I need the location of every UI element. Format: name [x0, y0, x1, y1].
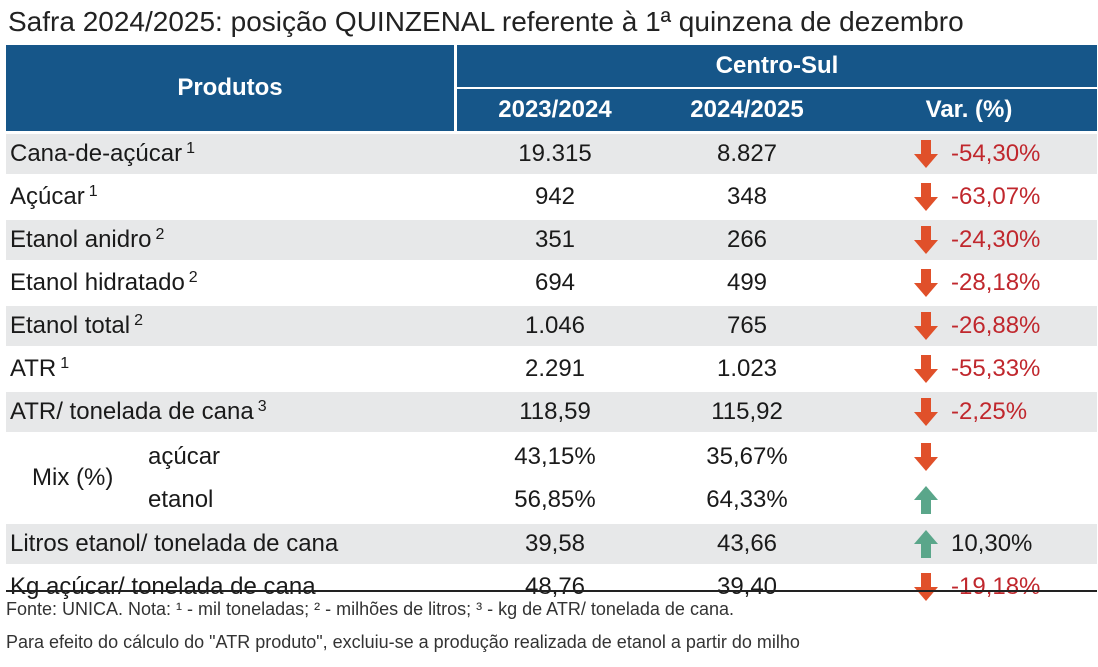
variation-cell: -19,18%: [841, 567, 1097, 610]
variation-value: -26,88%: [951, 312, 1041, 339]
arrow-down-icon: [914, 573, 938, 601]
value-2023: 942: [457, 177, 653, 220]
value-2024: 765: [653, 306, 841, 349]
variation-cell: -63,07%: [841, 177, 1097, 220]
table-row: Etanol total 2 1.046 765 -26,88%: [6, 306, 1097, 349]
footnote-marker: 2: [155, 226, 165, 243]
variation-value: -54,30%: [951, 140, 1041, 167]
variation-cell: -26,88%: [841, 306, 1097, 349]
variation-value: -19,18%: [951, 573, 1041, 600]
table-row: Etanol hidratado 2 694 499 -28,18%: [6, 263, 1097, 306]
variation-cell: [841, 435, 1097, 478]
table-row: Açúcar 1 942 348 -63,07%: [6, 177, 1097, 220]
value-2024: 115,92: [653, 392, 841, 435]
table-row: ATR 1 2.291 1.023 -55,33%: [6, 349, 1097, 392]
value-2023: 2.291: [457, 349, 653, 392]
header-2023: 2023/2024: [457, 88, 653, 134]
value-2024: 39,40: [653, 567, 841, 610]
value-2023: 1.046: [457, 306, 653, 349]
variation-cell: -28,18%: [841, 263, 1097, 306]
product-label: ATR/ tonelada de cana 3: [6, 392, 457, 435]
arrow-down-icon: [914, 442, 938, 471]
variation-value: -55,33%: [951, 355, 1041, 382]
footnote-marker: 1: [60, 355, 70, 372]
table-row: Etanol anidro 2 351 266 -24,30%: [6, 220, 1097, 263]
arrow-down-icon: [914, 355, 938, 383]
arrow-down-icon: [914, 312, 938, 340]
value-2024: 35,67%: [653, 435, 841, 478]
value-2023: 19.315: [457, 134, 653, 177]
variation-value: -24,30%: [951, 226, 1041, 253]
footnote-marker: 1: [186, 140, 195, 157]
variation-cell: -54,30%: [841, 134, 1097, 177]
product-label: Litros etanol/ tonelada de cana: [6, 524, 457, 567]
value-2024: 499: [653, 263, 841, 306]
product-label: ATR 1: [6, 349, 457, 392]
product-label: Etanol anidro 2: [6, 220, 457, 263]
mix-label: Mix (%): [32, 464, 114, 491]
arrow-down-icon: [914, 183, 938, 211]
product-label: Kg açúcar/ tonelada de cana: [6, 567, 457, 610]
arrow-down-icon: [914, 269, 938, 297]
arrow-up-icon: [914, 485, 938, 514]
arrow-up-icon: [914, 530, 938, 558]
value-2024: 43,66: [653, 524, 841, 567]
value-2023: 48,76: [457, 567, 653, 610]
table-row: Kg açúcar/ tonelada de cana 48,76 39,40 -19…: [6, 567, 1097, 610]
footnote-marker: 2: [188, 269, 198, 286]
value-2024: 348: [653, 177, 841, 220]
value-2024: 1.023: [653, 349, 841, 392]
value-2023: 56,85%: [457, 478, 653, 524]
footer-note: Para efeito do cálculo do "ATR produto",…: [6, 632, 800, 652]
header-2024: 2024/2025: [653, 88, 841, 134]
arrow-down-icon: [914, 140, 938, 168]
footnote-marker: 2: [134, 312, 143, 329]
header-products: Produtos: [6, 45, 457, 134]
variation-cell: [841, 478, 1097, 524]
product-label: Etanol total 2: [6, 306, 457, 349]
header-region: Centro-Sul: [457, 45, 1097, 89]
value-2023: 351: [457, 220, 653, 263]
variation-cell: -2,25%: [841, 392, 1097, 435]
value-2024: 8.827: [653, 134, 841, 177]
table-row: ATR/ tonelada de cana 3 118,59 115,92 -2,25%: [6, 392, 1097, 435]
value-2023: 43,15%: [457, 435, 653, 478]
table-row-mix-acucar: Mix (%) açúcar etanol 43,15% 35,67%: [6, 435, 1097, 524]
production-table: Produtos Centro-Sul 2023/2024 2024/2025 …: [6, 45, 1097, 610]
mix-label-cell: Mix (%) açúcar etanol: [6, 435, 457, 524]
value-2023: 118,59: [457, 392, 653, 435]
footer-divider: [6, 590, 1097, 592]
variation-cell: -55,33%: [841, 349, 1097, 392]
variation-value: -28,18%: [951, 269, 1041, 296]
variation-cell: 10,30%: [841, 524, 1097, 567]
table-row-mix-etanol: 56,85% 64,33%: [6, 478, 1097, 524]
variation-cell: -24,30%: [841, 220, 1097, 263]
product-label: Etanol hidratado 2: [6, 263, 457, 306]
mix-acucar-label: açúcar: [148, 442, 221, 470]
arrow-down-icon: [914, 226, 938, 254]
variation-value: -63,07%: [951, 183, 1041, 210]
footer-source: Fonte: UNICA. Nota: ¹ - mil toneladas; ²…: [6, 599, 734, 619]
table-row: Litros etanol/ tonelada de cana 39,58 43,6…: [6, 524, 1097, 567]
mix-etanol-label: etanol: [148, 485, 214, 513]
footnote-marker: 1: [88, 183, 98, 200]
variation-value: 10,30%: [951, 530, 1033, 557]
product-label: Açúcar 1: [6, 177, 457, 220]
page-title: Safra 2024/2025: posição QUINZENAL refer…: [8, 6, 964, 37]
arrow-down-icon: [914, 398, 938, 426]
header-var: Var. (%): [841, 88, 1097, 134]
value-2024: 64,33%: [653, 478, 841, 524]
value-2024: 266: [653, 220, 841, 263]
variation-value: -2,25%: [951, 398, 1028, 425]
table-row: Cana-de-açúcar 1 19.315 8.827 -54,30%: [6, 134, 1097, 177]
product-label: Cana-de-açúcar 1: [6, 134, 457, 177]
value-2023: 39,58: [457, 524, 653, 567]
footnote-marker: 3: [257, 398, 267, 415]
value-2023: 694: [457, 263, 653, 306]
